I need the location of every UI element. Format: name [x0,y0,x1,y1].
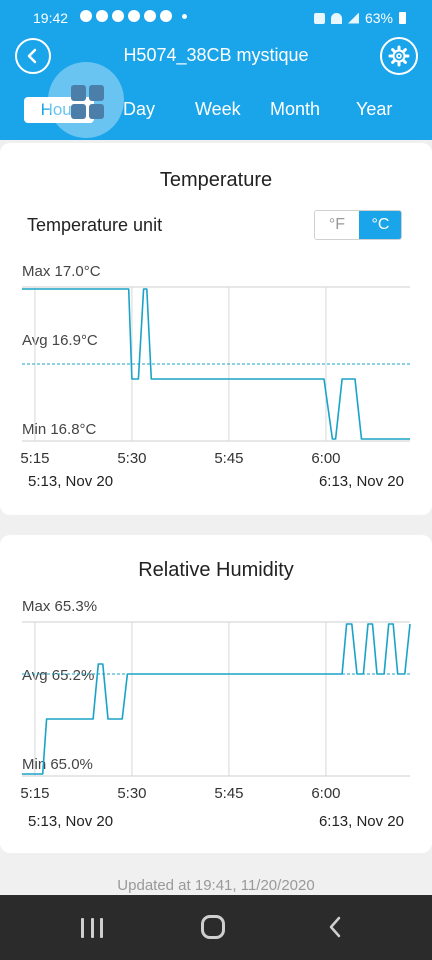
range-tabs: Day Week Month Year [0,88,432,132]
tab-year[interactable]: Year [356,99,393,119]
temperature-min-label: Min 16.8°C [22,421,97,438]
temperature-unit-toggle: °F °C [314,210,402,240]
chevron-left-icon [27,48,37,64]
recent-apps-icon[interactable] [81,918,103,938]
battery-percent: 63% [364,10,393,26]
humidity-min-label: Min 65.0% [22,756,93,773]
gear-icon [388,45,410,67]
back-button[interactable] [15,38,51,74]
temperature-max-label: Max 17.0°C [22,263,101,280]
temperature-x-tick-label: 6:00 [311,450,340,467]
pinterest-icon [128,10,140,22]
temperature-x-tick-label: 5:15 [20,450,49,467]
temperature-x-tick-label: 5:30 [117,450,146,467]
humidity-avg-label: Avg 65.2% [22,667,94,684]
humidity-chart: Max 65.3% Avg 65.2% Min 65.0% 5:13, Nov … [20,598,411,830]
system-nav-bar [0,895,432,960]
tab-month[interactable]: Month [270,99,321,119]
humidity-series-line [22,623,411,775]
humidity-end-label: 6:13, Nov 20 [319,813,404,830]
back-nav-icon[interactable] [324,915,348,939]
tab-day[interactable]: Day [123,99,156,119]
page-title: H5074_38CB mystique [123,45,309,65]
system-icons: 63% [313,10,406,26]
temperature-card: Temperature Temperature unit °F °C [0,143,432,515]
notification-icons [80,10,187,22]
pinterest-icon [96,10,108,22]
temperature-x-tick-label: 5:45 [214,450,243,467]
chrome-icon [112,10,124,22]
humidity-x-tick-label: 5:15 [20,785,49,802]
home-icon[interactable] [201,915,225,939]
more-notifications-icon [182,13,187,19]
battery-icon [399,12,406,24]
temperature-start-label: 5:13, Nov 20 [28,473,113,490]
grid-icon[interactable] [71,85,105,119]
pinterest-icon [80,10,92,22]
updated-timestamp: Updated at 19:41, 11/20/2020 [117,877,315,894]
temperature-chart: Max 17.0°C Avg 16.9°C Min 16.8°C 5:13, N… [20,263,410,490]
humidity-card: Relative Humidity [0,535,432,853]
temperature-title: Temperature [159,169,273,191]
humidity-x-tick-label: 6:00 [311,785,340,802]
tab-week[interactable]: Week [195,99,241,119]
temperature-end-label: 6:13, Nov 20 [319,473,404,490]
signal-icon [347,12,359,24]
wifi-icon [330,12,342,24]
temperature-series-line [22,288,410,440]
unit-celsius-button[interactable]: °C [359,211,401,239]
touch-ripple [48,62,124,138]
title-bar: H5074_38CB mystique [0,36,432,88]
temperature-avg-label: Avg 16.9°C [22,332,98,349]
humidity-x-tick-label: 5:45 [214,785,243,802]
humidity-start-label: 5:13, Nov 20 [28,813,113,830]
humidity-x-tick-label: 5:30 [117,785,146,802]
pinterest-icon [160,10,172,22]
alarm-icon [313,12,325,24]
humidity-title: Relative Humidity [138,559,294,581]
settings-button[interactable] [380,37,418,75]
status-time: 19:42 [33,10,69,26]
status-bar: 19:42 63% [0,0,432,36]
pinterest-icon [144,10,156,22]
temperature-unit-label: Temperature unit [27,215,163,235]
humidity-max-label: Max 65.3% [22,598,97,615]
unit-fahrenheit-button[interactable]: °F [315,211,359,239]
